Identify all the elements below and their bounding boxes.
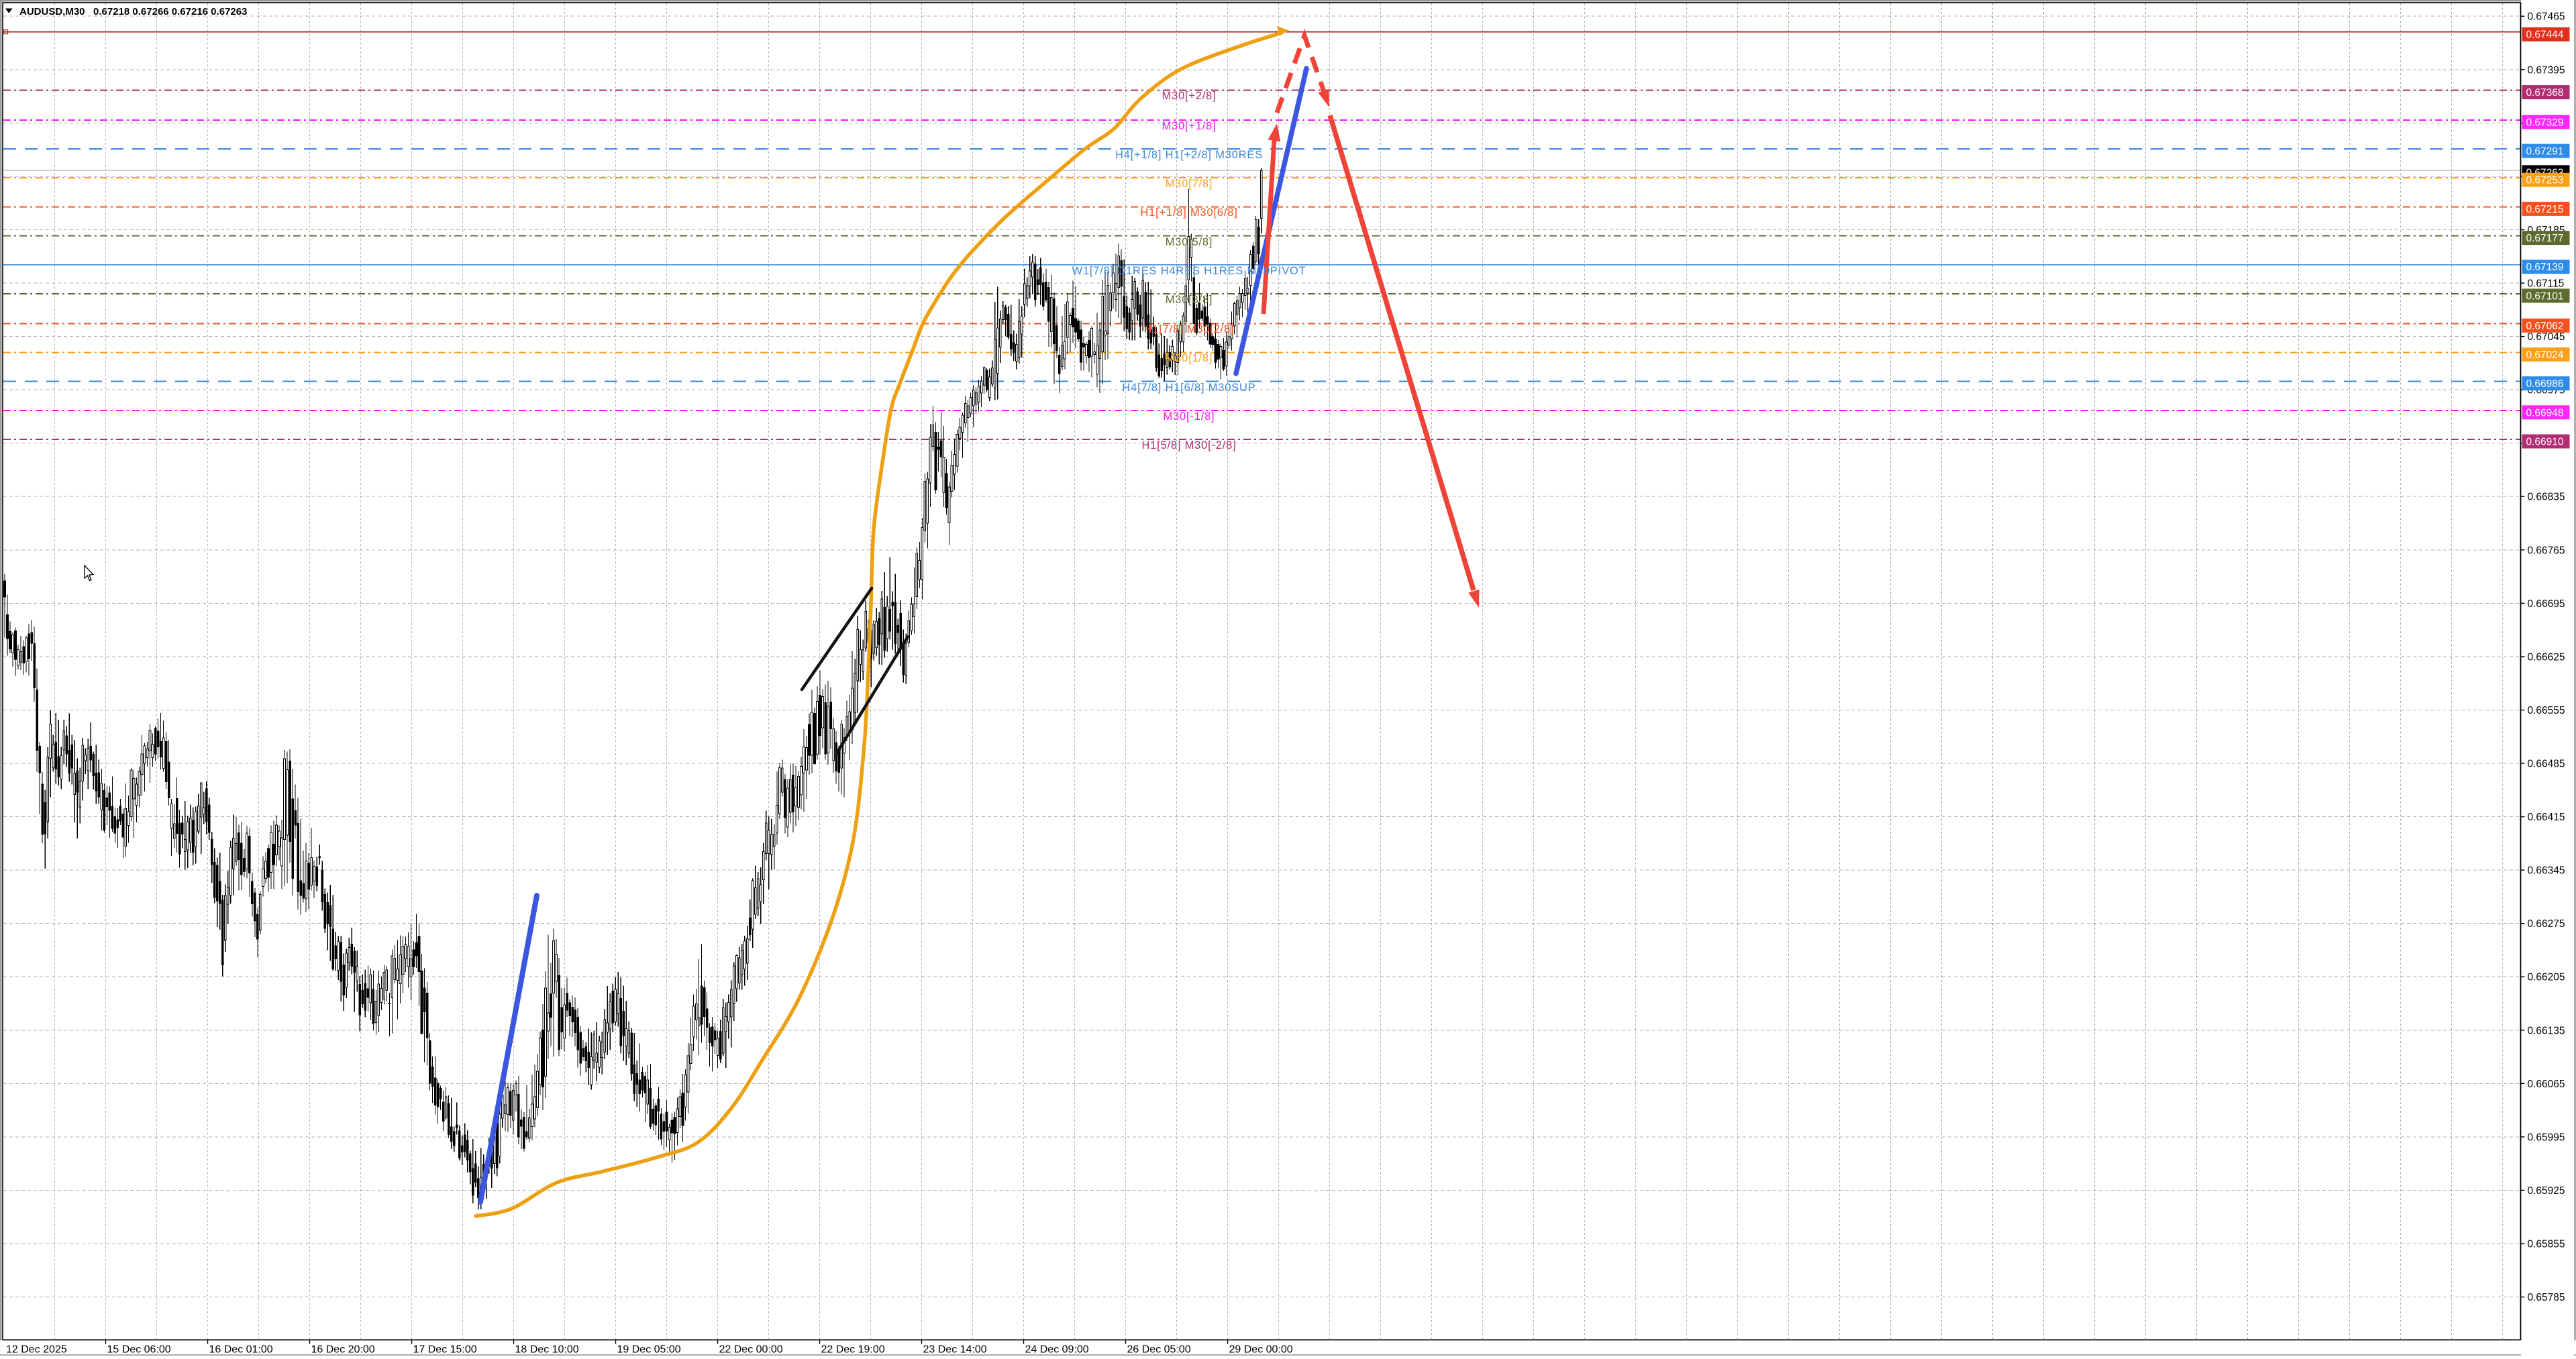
svg-text:0.66415: 0.66415 <box>2528 812 2565 823</box>
svg-text:0.66765: 0.66765 <box>2528 545 2565 556</box>
svg-text:12 Dec 2025: 12 Dec 2025 <box>6 1344 67 1356</box>
svg-text:0.66695: 0.66695 <box>2528 598 2565 610</box>
svg-text:0.66835: 0.66835 <box>2528 492 2565 503</box>
svg-text:0.66135: 0.66135 <box>2528 1025 2565 1036</box>
svg-text:0.66345: 0.66345 <box>2528 865 2565 877</box>
svg-text:16 Dec 20:00: 16 Dec 20:00 <box>311 1344 375 1356</box>
svg-text:17 Dec 15:00: 17 Dec 15:00 <box>413 1344 477 1356</box>
svg-text:W1[7/8] D1RES H4RES H1RES M30P: W1[7/8] D1RES H4RES H1RES M30PIVOT <box>1072 265 1306 277</box>
svg-text:M30[5/8]: M30[5/8] <box>1166 236 1213 248</box>
svg-text:0.67024: 0.67024 <box>2526 349 2564 361</box>
svg-text:29 Dec 00:00: 29 Dec 00:00 <box>1229 1344 1293 1356</box>
svg-text:M30[-1/8]: M30[-1/8] <box>1164 411 1215 423</box>
svg-text:24 Dec 09:00: 24 Dec 09:00 <box>1025 1344 1089 1356</box>
svg-text:0.67291: 0.67291 <box>2526 146 2564 158</box>
svg-text:0.65855: 0.65855 <box>2528 1239 2565 1250</box>
svg-text:H1[+1/8] M30[6/8]: H1[+1/8] M30[6/8] <box>1140 207 1237 219</box>
svg-text:M30[3/8]: M30[3/8] <box>1166 294 1213 306</box>
svg-text:18 Dec 10:00: 18 Dec 10:00 <box>515 1344 579 1356</box>
svg-text:19 Dec 05:00: 19 Dec 05:00 <box>617 1344 681 1356</box>
svg-text:0.66065: 0.66065 <box>2528 1079 2565 1090</box>
svg-text:0.67444: 0.67444 <box>2526 30 2564 41</box>
svg-text:AUDUSD,M30 0.67218 0.67266 0: AUDUSD,M30 0.67218 0.67266 0.67216 0.672… <box>19 6 247 17</box>
svg-text:0.66910: 0.66910 <box>2526 437 2564 448</box>
svg-text:0.65925: 0.65925 <box>2528 1185 2565 1197</box>
svg-text:0.66986: 0.66986 <box>2526 378 2564 390</box>
svg-text:0.67177: 0.67177 <box>2526 233 2564 244</box>
svg-text:0.66275: 0.66275 <box>2528 918 2565 930</box>
svg-text:0.67253: 0.67253 <box>2526 175 2564 186</box>
svg-text:0.66205: 0.66205 <box>2528 972 2565 983</box>
svg-text:H1[5/8] M30[-2/8]: H1[5/8] M30[-2/8] <box>1141 439 1236 451</box>
svg-text:H4[7/8] H1[6/8] M30SUP: H4[7/8] H1[6/8] M30SUP <box>1122 382 1255 394</box>
svg-text:15 Dec 06:00: 15 Dec 06:00 <box>107 1344 171 1356</box>
svg-text:H1[7/8] M30[2/8]: H1[7/8] M30[2/8] <box>1144 323 1235 335</box>
svg-text:0.66625: 0.66625 <box>2528 651 2565 663</box>
svg-text:0.65995: 0.65995 <box>2528 1132 2565 1143</box>
svg-text:0.66485: 0.66485 <box>2528 759 2565 770</box>
svg-text:22 Dec 00:00: 22 Dec 00:00 <box>719 1344 783 1356</box>
svg-text:0.67062: 0.67062 <box>2526 321 2564 332</box>
svg-text:0.66948: 0.66948 <box>2526 407 2564 419</box>
svg-text:26 Dec 05:00: 26 Dec 05:00 <box>1127 1344 1191 1356</box>
svg-text:M30[7/8]: M30[7/8] <box>1166 178 1213 190</box>
svg-text:0.67465: 0.67465 <box>2528 11 2565 23</box>
svg-text:0.66555: 0.66555 <box>2528 705 2565 716</box>
svg-text:M30[1/8]: M30[1/8] <box>1166 352 1213 364</box>
svg-text:16 Dec 01:00: 16 Dec 01:00 <box>209 1344 273 1356</box>
svg-text:H4[+1/8] H1[+2/8] M30RES: H4[+1/8] H1[+2/8] M30RES <box>1115 149 1263 161</box>
svg-text:0.67395: 0.67395 <box>2528 64 2565 76</box>
svg-text:0.67139: 0.67139 <box>2526 262 2564 273</box>
svg-text:0.67368: 0.67368 <box>2526 87 2564 99</box>
svg-text:0.67115: 0.67115 <box>2528 278 2565 290</box>
svg-text:M30[+2/8]: M30[+2/8] <box>1162 90 1216 102</box>
svg-text:0.67329: 0.67329 <box>2526 117 2564 128</box>
svg-text:22 Dec 19:00: 22 Dec 19:00 <box>821 1344 885 1356</box>
svg-text:0.67045: 0.67045 <box>2528 331 2565 343</box>
svg-text:0.67101: 0.67101 <box>2526 290 2564 302</box>
svg-text:23 Dec 14:00: 23 Dec 14:00 <box>923 1344 987 1356</box>
svg-text:M30[+1/8]: M30[+1/8] <box>1162 120 1216 132</box>
svg-text:0.65785: 0.65785 <box>2528 1292 2565 1303</box>
svg-text:0.67215: 0.67215 <box>2526 204 2564 215</box>
